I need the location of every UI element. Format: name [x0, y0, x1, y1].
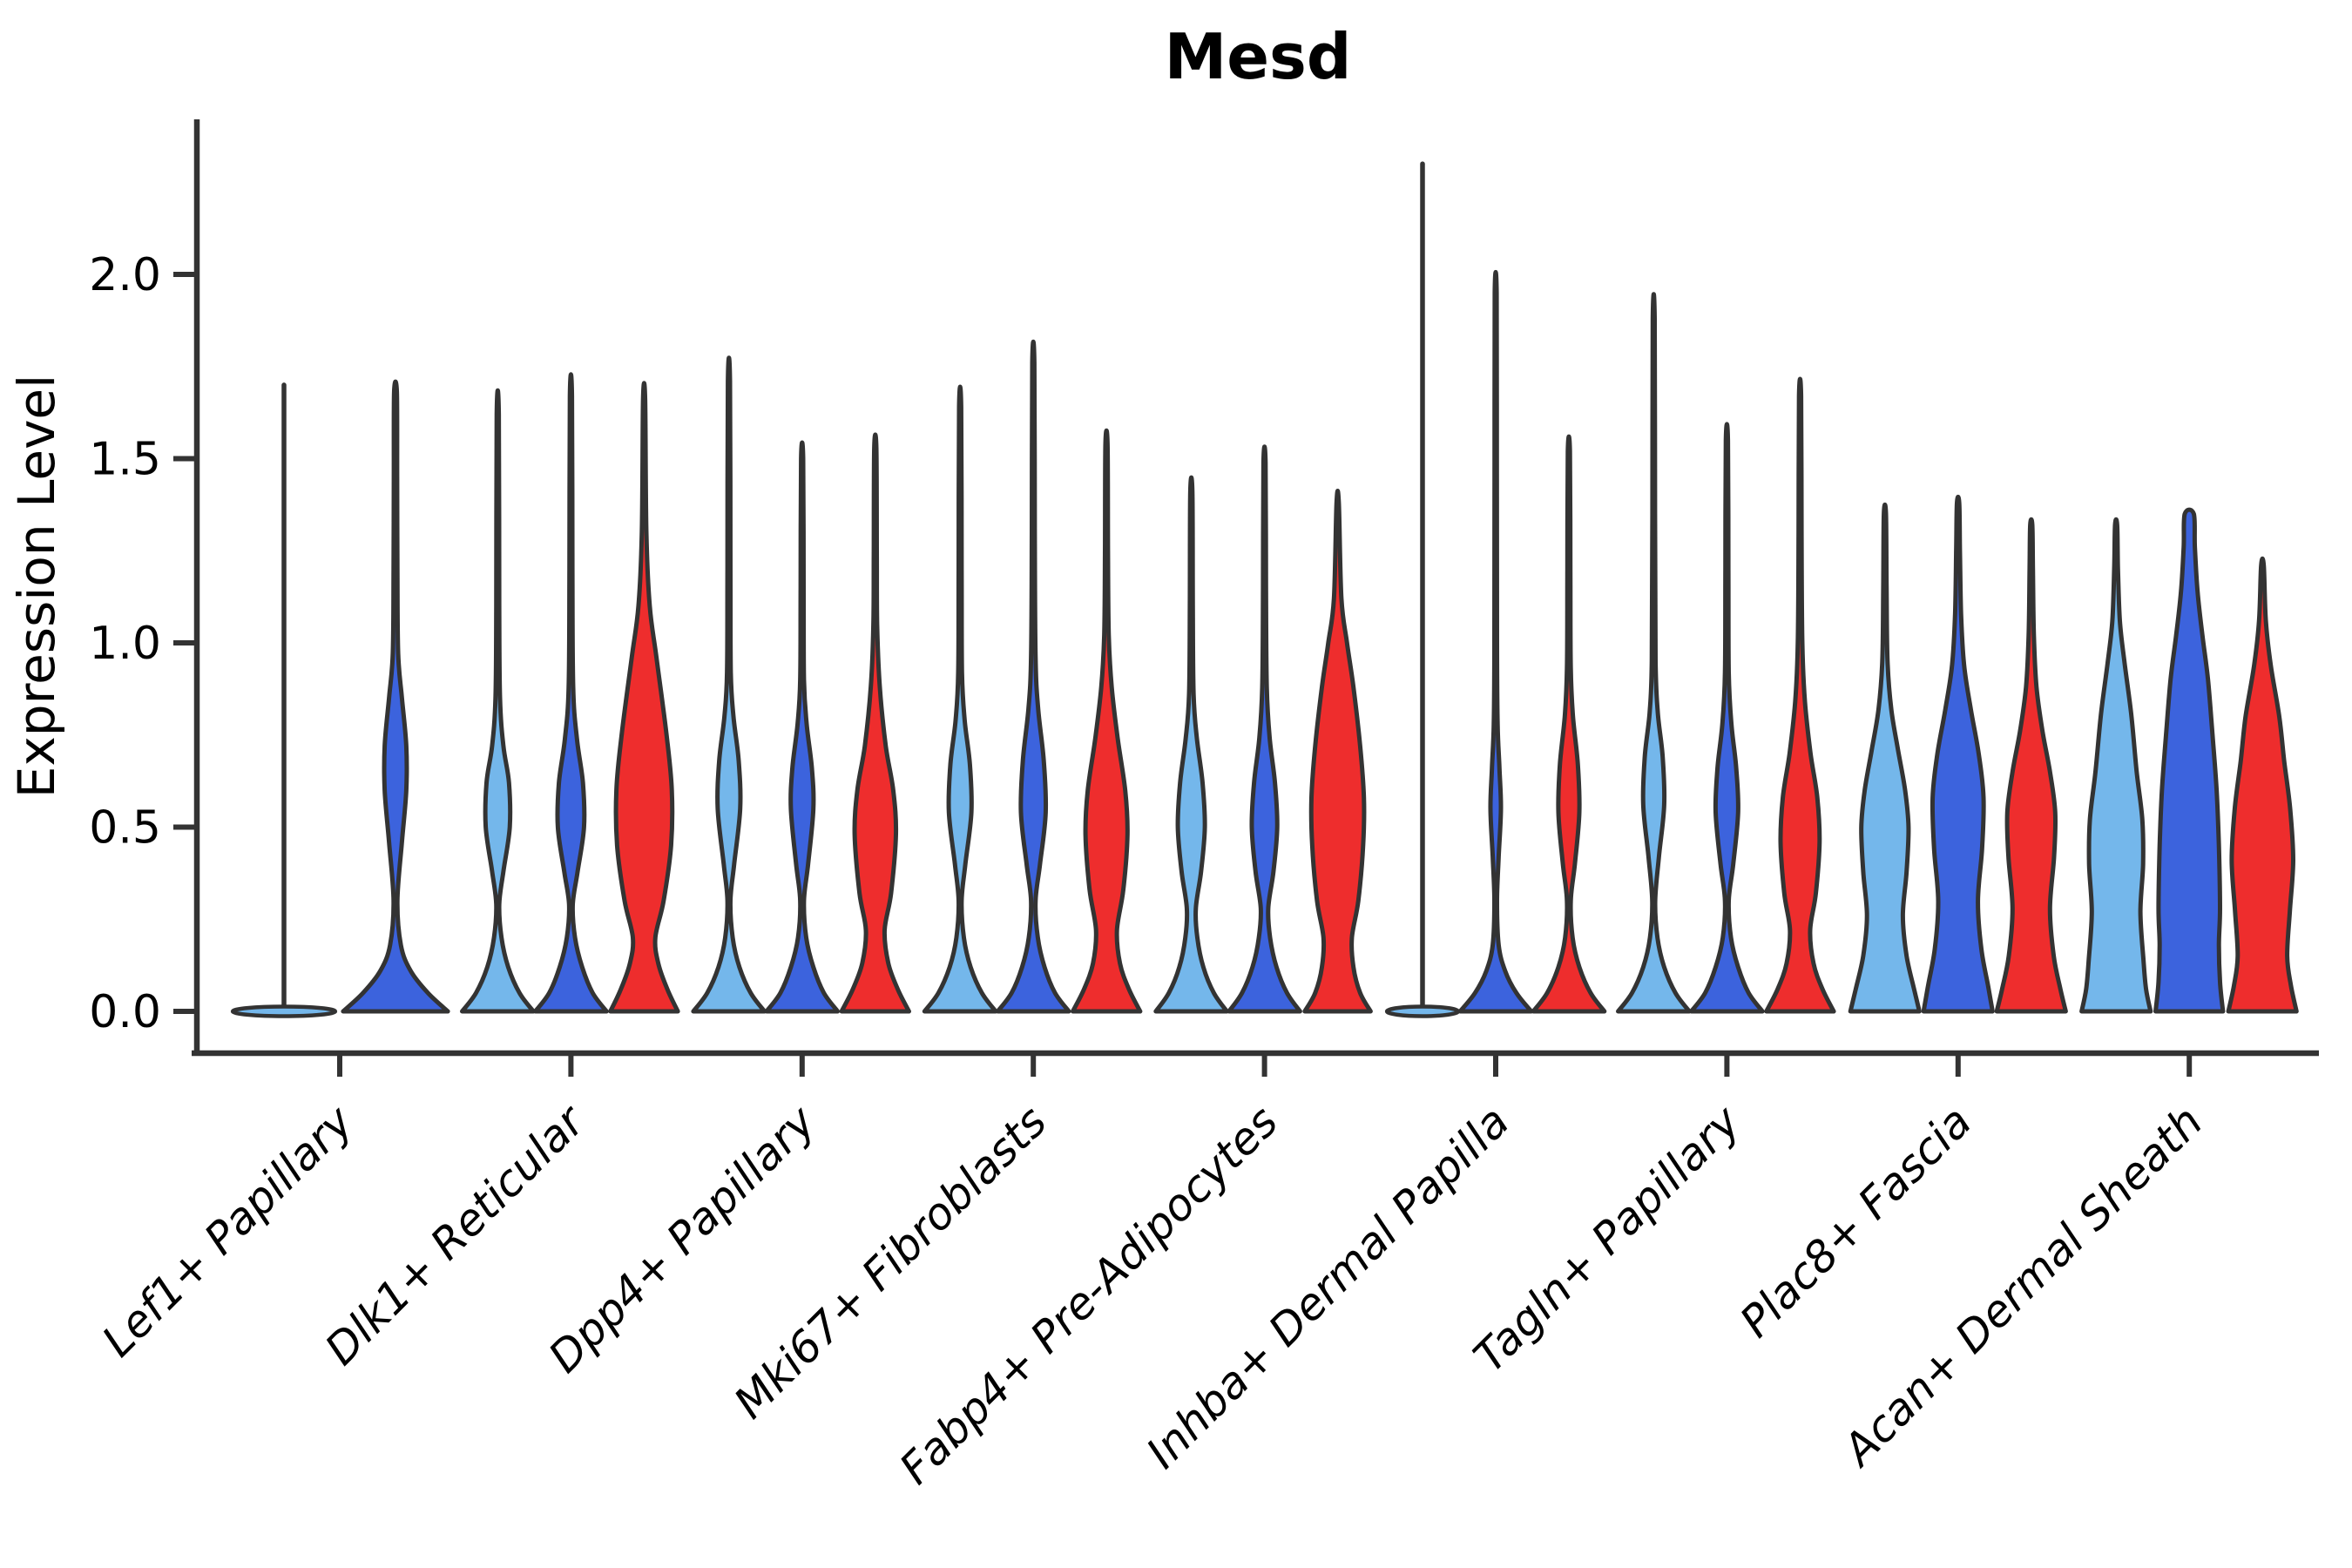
- violin-light-blue: [460, 389, 536, 1014]
- violin-body: [764, 440, 841, 1014]
- violin-light-blue: [1384, 161, 1461, 1018]
- violin-red: [1071, 428, 1143, 1014]
- violin-royal-blue: [764, 440, 841, 1014]
- violin-body: [608, 381, 680, 1014]
- violin-body: [1531, 434, 1607, 1014]
- violin-royal-blue: [1689, 422, 1765, 1014]
- y-axis-label: Expression Level: [7, 375, 66, 798]
- violin-body: [1689, 422, 1765, 1014]
- y-tick-label: 1.0: [89, 618, 161, 670]
- violin-body: [1457, 270, 1534, 1014]
- violin-body: [2153, 507, 2226, 1014]
- violin-body: [2079, 517, 2153, 1014]
- violin-royal-blue: [341, 379, 450, 1014]
- violin-red: [608, 381, 680, 1014]
- axes: 0.0 0.5 1.0 1.5 2.0: [89, 119, 2319, 1077]
- violin-body: [533, 372, 609, 1014]
- violins: [230, 161, 2299, 1018]
- violin-body: [691, 355, 767, 1014]
- violin-royal-blue: [533, 372, 609, 1014]
- violin-royal-blue: [1227, 444, 1302, 1014]
- y-tick-label: 0.5: [89, 802, 161, 855]
- y-tick-label: 1.5: [89, 434, 161, 486]
- violin-royal-blue: [995, 340, 1071, 1014]
- violin-royal-blue: [2153, 507, 2226, 1014]
- violin-body: [995, 340, 1071, 1014]
- violin-light-blue: [230, 382, 338, 1018]
- violin-body: [1153, 475, 1229, 1014]
- violin-body: [1227, 444, 1302, 1014]
- chart-title: Mesd: [1165, 20, 1352, 93]
- y-tick-label: 2.0: [89, 249, 161, 301]
- violin-body: [922, 384, 998, 1014]
- violin-body: [1994, 517, 2068, 1014]
- violin-red: [839, 432, 911, 1014]
- violin-light-blue: [691, 355, 767, 1014]
- violin-light-blue: [1616, 292, 1692, 1014]
- violin-body: [1302, 489, 1373, 1014]
- violin-red: [1531, 434, 1607, 1014]
- violin-royal-blue: [1921, 494, 1995, 1014]
- violin-body: [1616, 292, 1692, 1014]
- violin-body: [839, 432, 911, 1014]
- violin-body: [1764, 376, 1836, 1014]
- violin-light-blue: [922, 384, 998, 1014]
- violin-flat-body: [1384, 1004, 1461, 1018]
- violin-royal-blue: [1457, 270, 1534, 1014]
- violin-body: [460, 389, 536, 1014]
- violin-body: [1071, 428, 1143, 1014]
- violin-light-blue: [1153, 475, 1229, 1014]
- violin-light-blue: [1848, 502, 1922, 1014]
- violin-body: [2226, 556, 2299, 1014]
- x-tick-label: Plac8+ Fascia: [1730, 1096, 1981, 1347]
- violin-red: [2226, 556, 2299, 1014]
- violin-body: [1921, 494, 1995, 1014]
- violin-flat-body: [230, 1004, 338, 1018]
- violin-red: [1302, 489, 1373, 1014]
- violin-light-blue: [2079, 517, 2153, 1014]
- violin-red: [1994, 517, 2068, 1014]
- x-tick-label: Fabp4+ Pre-Adipocytes: [890, 1096, 1288, 1494]
- violin-body: [1848, 502, 1922, 1014]
- y-tick-label: 0.0: [89, 986, 161, 1038]
- violin-body: [341, 379, 450, 1014]
- x-tick-label: Lef1+ Papillary: [92, 1095, 363, 1366]
- violin-red: [1764, 376, 1836, 1014]
